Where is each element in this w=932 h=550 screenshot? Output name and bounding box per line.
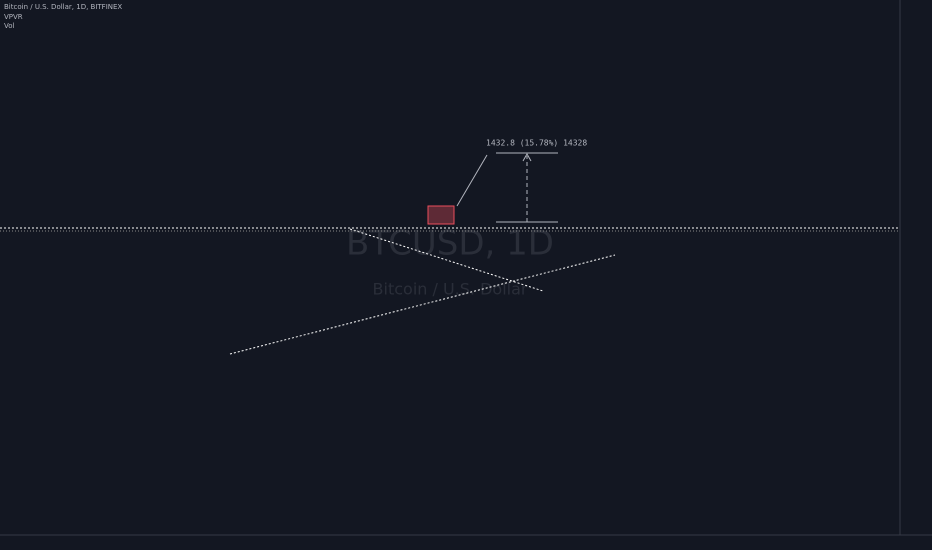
highlight-box bbox=[427, 205, 455, 225]
price-axis bbox=[900, 0, 932, 550]
arrow bbox=[456, 154, 488, 207]
arrowhead bbox=[522, 152, 532, 162]
indicator: Vol bbox=[4, 22, 15, 30]
symbol-title: Bitcoin / U.S. Dollar, 1D, BITFINEX bbox=[4, 3, 122, 11]
watermark: BTCUSD, 1D bbox=[346, 224, 554, 264]
measure-label: 1432.8 (15.78%) 14328 bbox=[486, 139, 587, 148]
trendline bbox=[349, 228, 544, 292]
watermark-sub: Bitcoin / U.S. Dollar bbox=[373, 280, 528, 299]
indicator: VPVR bbox=[4, 13, 23, 21]
